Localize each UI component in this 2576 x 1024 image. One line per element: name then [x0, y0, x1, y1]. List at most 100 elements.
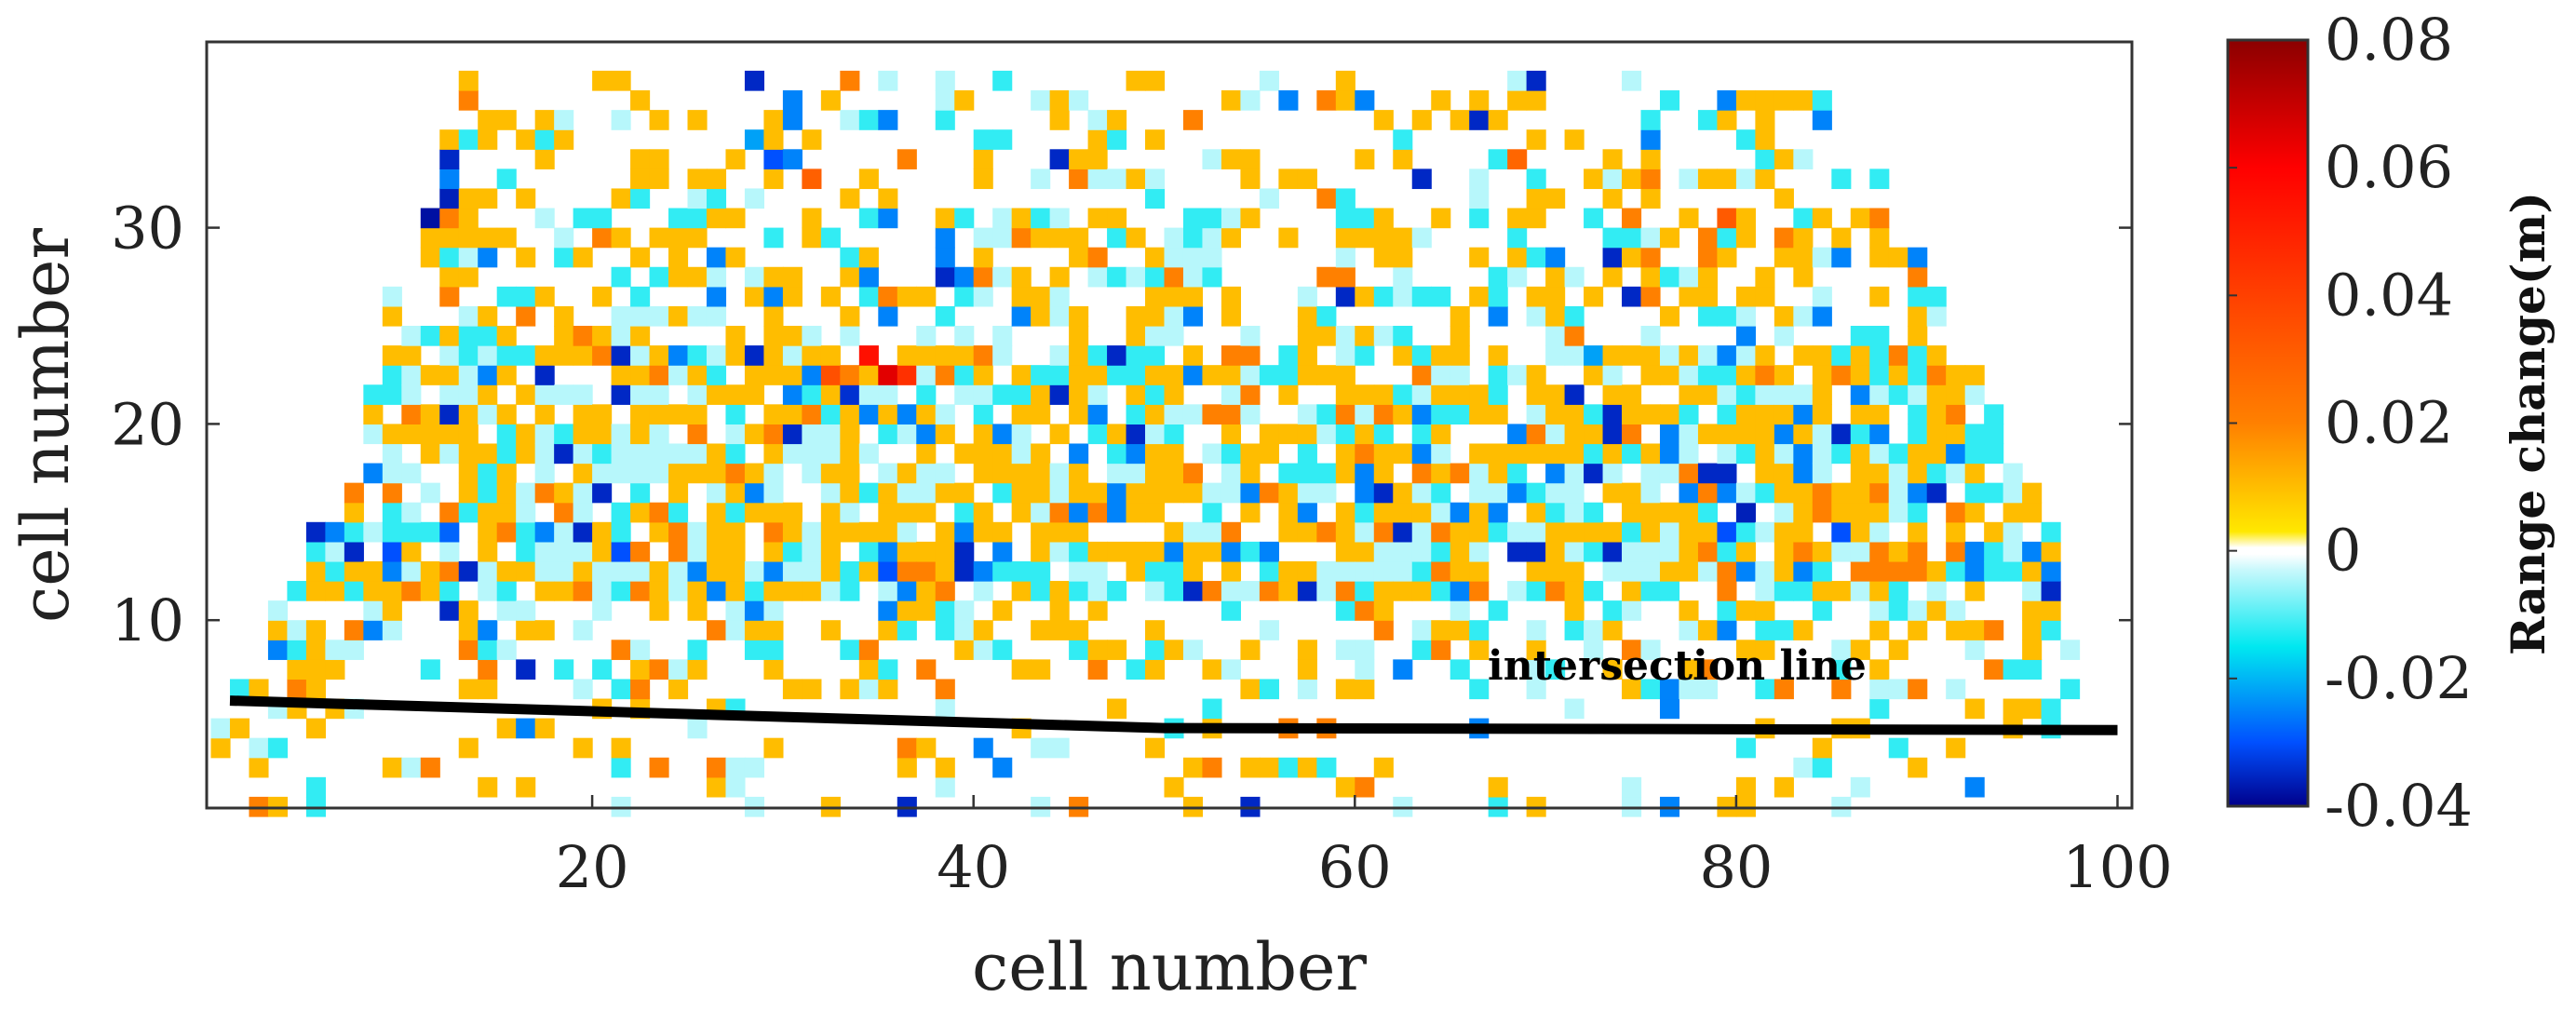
heatmap-cell — [592, 326, 613, 346]
heatmap-cell — [1107, 208, 1127, 229]
colorbar-tick-label: 0 — [2325, 517, 2361, 585]
heatmap-cell — [630, 640, 651, 660]
heatmap-cell — [1278, 482, 1299, 504]
heatmap-cell — [1793, 541, 1814, 562]
heatmap-cell — [363, 424, 384, 445]
heatmap-cell — [1831, 168, 1852, 190]
heatmap-cell — [954, 365, 975, 385]
heatmap-cell — [916, 365, 937, 385]
heatmap-cell — [1622, 482, 1642, 504]
heatmap-cell — [1488, 482, 1508, 504]
heatmap-cell — [763, 463, 784, 484]
heatmap-cell — [1145, 581, 1166, 601]
heatmap-cell — [554, 129, 574, 150]
heatmap-cell — [592, 424, 613, 445]
heatmap-cell — [1049, 345, 1070, 366]
heatmap-cell — [1221, 384, 1242, 405]
heatmap-cell — [858, 384, 879, 405]
heatmap-cell — [1622, 560, 1642, 582]
heatmap-cell — [992, 208, 1013, 229]
heatmap-cell — [1335, 208, 1355, 229]
heatmap-cell — [458, 208, 479, 229]
heatmap-cell — [1469, 286, 1490, 307]
heatmap-cell — [458, 463, 479, 484]
heatmap-cell — [1602, 188, 1623, 209]
heatmap-cell — [1335, 286, 1355, 307]
heatmap-cell — [1202, 521, 1222, 543]
heatmap-cell — [1031, 305, 1051, 327]
heatmap-cell — [668, 227, 689, 249]
heatmap-cell — [1335, 227, 1355, 249]
heatmap-cell — [516, 600, 536, 621]
heatmap-cell — [1182, 227, 1204, 249]
heatmap-cell — [706, 384, 727, 405]
heatmap-cell — [1240, 168, 1261, 190]
heatmap-cell — [1011, 305, 1032, 327]
heatmap-cell — [858, 560, 879, 582]
heatmap-cell — [458, 247, 479, 268]
heatmap-cell — [725, 424, 746, 445]
heatmap-cell — [725, 776, 746, 798]
heatmap-cell — [611, 443, 631, 465]
heatmap-cell — [267, 620, 289, 640]
heatmap-cell — [1717, 345, 1737, 366]
x-tick-label: 100 — [2062, 833, 2172, 901]
heatmap-cell — [439, 188, 460, 209]
heatmap-cell — [363, 521, 384, 543]
heatmap-cell — [1221, 560, 1242, 582]
colorbar-tick-label: -0.04 — [2325, 772, 2473, 840]
heatmap-cell — [1774, 384, 1794, 405]
heatmap-cell — [1640, 482, 1661, 504]
heatmap-cell — [1507, 90, 1528, 111]
heatmap-cell — [820, 424, 841, 445]
heatmap-cell — [534, 424, 555, 445]
heatmap-cell — [1584, 620, 1604, 640]
heatmap-cell — [1774, 776, 1794, 798]
heatmap-cell — [763, 266, 784, 288]
heatmap-cell — [1297, 365, 1317, 385]
heatmap-cell — [1717, 521, 1737, 543]
heatmap-cell — [592, 482, 613, 504]
heatmap-cell — [554, 482, 574, 504]
heatmap-cell — [516, 620, 536, 640]
heatmap-cell — [611, 757, 631, 778]
heatmap-cell — [840, 305, 860, 327]
heatmap-cells — [210, 70, 2081, 817]
heatmap-cell — [1393, 521, 1413, 543]
heatmap-cell — [1355, 90, 1375, 111]
heatmap-cell — [763, 737, 784, 759]
heatmap-cell — [954, 560, 975, 582]
heatmap-cell — [382, 365, 402, 385]
heatmap-cell — [992, 560, 1013, 582]
heatmap-cell — [1545, 305, 1566, 327]
heatmap-cell — [802, 463, 822, 484]
heatmap-cell — [1964, 620, 1985, 640]
heatmap-cell — [249, 757, 269, 778]
heatmap-cell — [2060, 640, 2081, 660]
heatmap-cell — [782, 149, 802, 169]
heatmap-cell — [458, 90, 479, 111]
heatmap-cell — [496, 443, 517, 465]
heatmap-cell — [858, 266, 879, 288]
heatmap-cell — [1564, 384, 1585, 405]
heatmap-cell — [1812, 482, 1832, 504]
heatmap-cell — [420, 247, 440, 268]
heatmap-cell — [439, 345, 460, 366]
heatmap-cell — [1355, 776, 1375, 798]
heatmap-cell — [1373, 463, 1394, 484]
heatmap-cell — [706, 188, 727, 209]
heatmap-cell — [668, 247, 689, 268]
heatmap-cell — [840, 502, 860, 523]
heatmap-cell — [534, 129, 555, 150]
heatmap-cell — [1602, 424, 1623, 445]
heatmap-cell — [1221, 600, 1242, 621]
heatmap-cell — [1221, 149, 1242, 169]
heatmap-cell — [858, 521, 879, 543]
heatmap-cell — [1164, 443, 1184, 465]
heatmap-cell — [1031, 227, 1051, 249]
heatmap-cell — [1087, 365, 1108, 385]
heatmap-cell — [1774, 463, 1794, 484]
heatmap-cell — [1411, 443, 1432, 465]
heatmap-cell — [1107, 482, 1127, 504]
